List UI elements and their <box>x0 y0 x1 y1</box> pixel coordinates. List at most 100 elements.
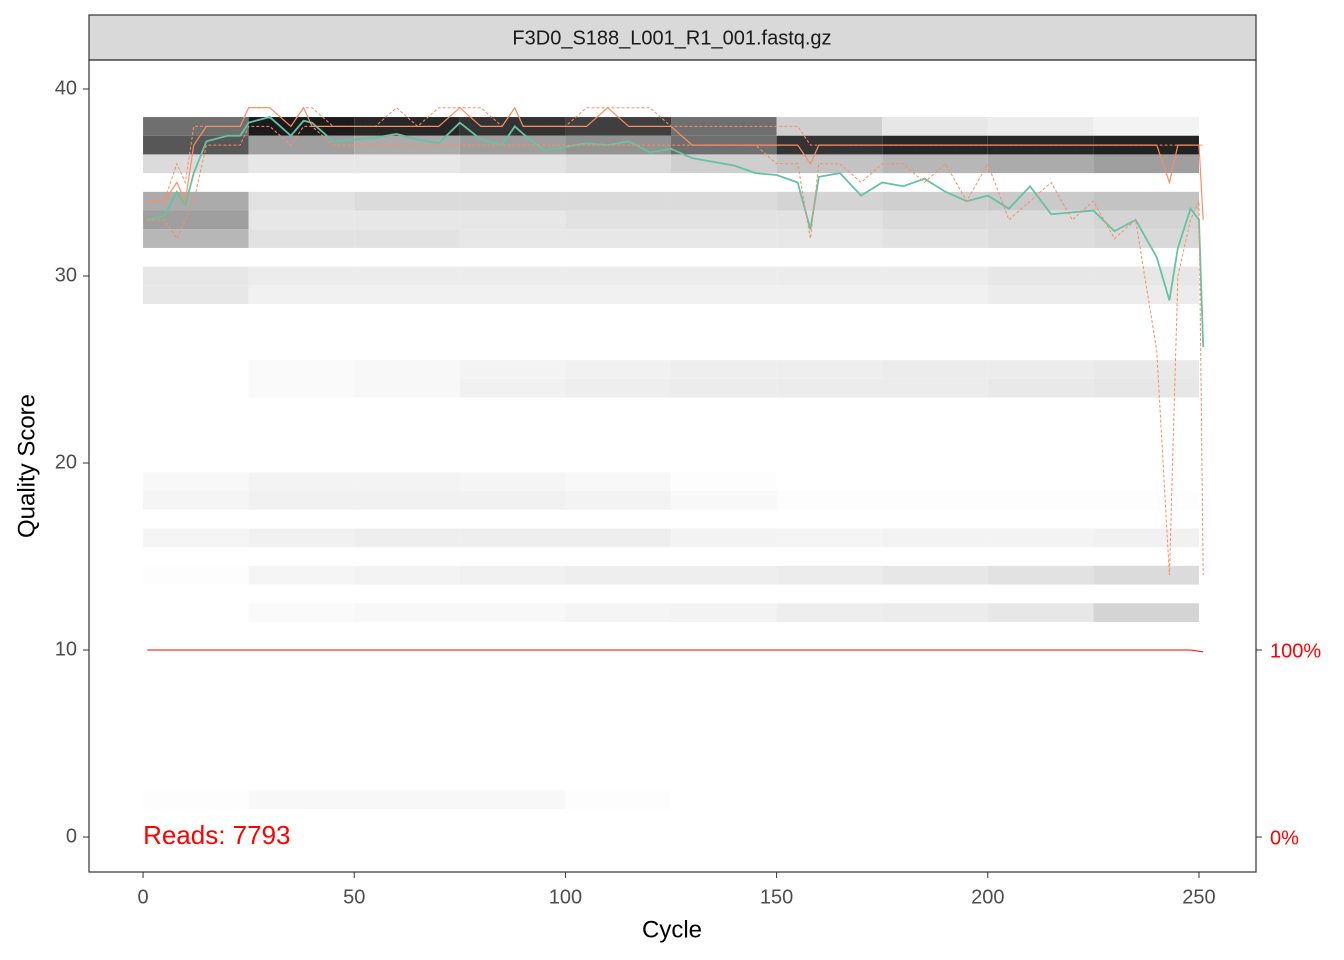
heat-tile <box>143 472 249 492</box>
heat-tile <box>671 285 777 305</box>
heat-tile <box>1093 790 1199 809</box>
heat-tile <box>776 360 883 379</box>
heat-tile <box>987 360 1094 379</box>
heat-tile <box>987 210 1094 230</box>
heat-tile <box>1093 285 1199 305</box>
heat-tile <box>1093 491 1199 510</box>
y-tick-label: 30 <box>55 264 77 286</box>
heat-tile <box>459 603 566 622</box>
x-tick-label: 200 <box>971 886 1004 908</box>
heat-tile <box>671 210 777 230</box>
heat-tile <box>671 191 777 211</box>
heat-tile <box>248 210 355 230</box>
heat-tile <box>459 117 566 136</box>
heat-tile <box>671 360 777 379</box>
heat-tile <box>882 378 988 398</box>
heat-tile <box>671 528 777 548</box>
heat-tile <box>248 378 355 398</box>
heat-tile <box>143 266 249 286</box>
x-tick-label: 0 <box>138 886 149 908</box>
heat-tile <box>671 491 777 510</box>
strip-title: F3D0_S188_L001_R1_001.fastq.gz <box>512 27 831 49</box>
heat-tile <box>671 378 777 398</box>
heat-tile <box>143 154 249 174</box>
panel-border <box>88 59 1257 873</box>
heat-tile <box>987 491 1094 510</box>
x-tick-label: 50 <box>343 886 365 908</box>
heat-tile <box>354 285 460 305</box>
heat-tile <box>354 472 460 492</box>
heat-tile <box>459 266 566 286</box>
heat-tile <box>248 565 355 585</box>
heat-tile <box>987 790 1094 809</box>
heat-tile <box>354 378 460 398</box>
x-tick-label: 100 <box>549 886 582 908</box>
heat-tile <box>248 528 355 548</box>
heat-tile <box>248 191 355 211</box>
heat-tile <box>882 472 988 492</box>
heat-tile <box>1093 154 1199 174</box>
heat-tile <box>671 565 777 585</box>
heat-tile <box>776 210 883 230</box>
plot-area: 0 50 100 150 200 250 0 10 20 30 40 0% 100% Reads: 779… <box>55 59 1321 908</box>
heat-tile <box>565 229 672 248</box>
y-tick-label: 40 <box>55 77 77 99</box>
heat-tile <box>459 472 566 492</box>
heat-tile <box>776 191 883 211</box>
heat-tile <box>565 154 672 174</box>
heat-tile <box>882 191 988 211</box>
heat-tile <box>459 229 566 248</box>
heat-tile <box>565 565 672 585</box>
heat-tile <box>565 790 672 809</box>
heat-tile <box>882 154 988 174</box>
heat-tile <box>565 191 672 211</box>
heat-tile <box>987 229 1094 248</box>
heat-tile <box>248 603 355 622</box>
heat-tile <box>354 135 460 155</box>
heat-tile <box>987 528 1094 548</box>
heat-tile <box>882 266 988 286</box>
heat-tile <box>354 491 460 510</box>
heat-tile <box>354 565 460 585</box>
heat-tile <box>248 790 355 809</box>
heat-tile <box>354 210 460 230</box>
heat-tile <box>882 528 988 548</box>
heat-tile <box>143 565 249 585</box>
heat-tile <box>459 528 566 548</box>
y-axis-label: Quality Score <box>13 394 40 538</box>
heat-tile <box>565 491 672 510</box>
heat-tile <box>354 528 460 548</box>
heat-tile <box>248 229 355 248</box>
heat-tile <box>987 285 1094 305</box>
series-line <box>147 125 1204 576</box>
series-line <box>147 116 1205 348</box>
x-tick-label: 150 <box>760 886 793 908</box>
heat-tile <box>354 191 460 211</box>
heat-tile <box>248 285 355 305</box>
heat-tile <box>565 603 672 622</box>
heat-tile <box>143 790 249 809</box>
heat-tile <box>565 210 672 230</box>
heat-tile <box>565 378 672 398</box>
heat-tile <box>1093 360 1199 379</box>
heat-tile <box>248 135 355 155</box>
heat-tile <box>882 117 988 136</box>
heat-tile <box>987 154 1094 174</box>
heat-tile <box>459 360 566 379</box>
y-tick-label: 0 <box>66 825 77 847</box>
heat-tile <box>882 565 988 585</box>
heat-tile <box>143 378 249 398</box>
heat-tile <box>143 603 249 622</box>
heat-tile <box>459 285 566 305</box>
heat-tile <box>671 266 777 286</box>
x-axis-label: Cycle <box>642 916 702 943</box>
heat-tile <box>143 285 249 305</box>
heat-tile <box>1093 603 1199 622</box>
heat-tile <box>459 191 566 211</box>
heat-tile <box>882 491 988 510</box>
heat-tile <box>776 378 883 398</box>
heat-tile <box>565 472 672 492</box>
heat-tile <box>565 360 672 379</box>
heat-tile <box>671 603 777 622</box>
heat-tile <box>882 603 988 622</box>
